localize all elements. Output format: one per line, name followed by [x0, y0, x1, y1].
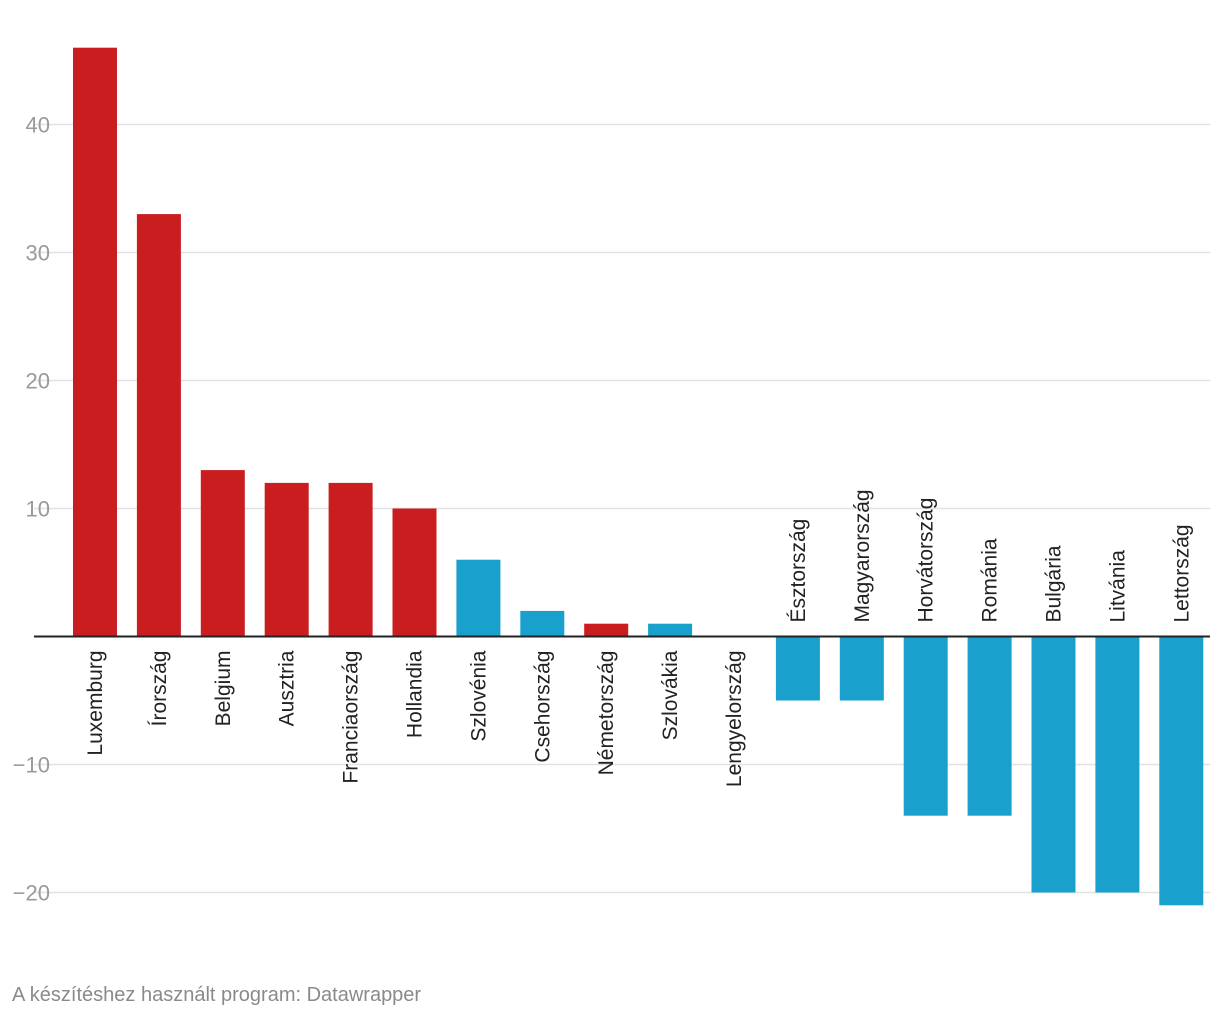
bar-szlovákia: [648, 623, 693, 637]
bar-bulgária: [1031, 636, 1076, 893]
y-tick-label: 40: [26, 113, 50, 138]
category-label: Szlovénia: [467, 650, 490, 741]
category-label: Franciaország: [340, 651, 363, 784]
bar-belgium: [200, 470, 245, 637]
footer-credit: A készítéshez használt program: Datawrap…: [12, 984, 422, 1006]
category-label: Bulgária: [1043, 545, 1066, 622]
bar-hollandia: [392, 508, 437, 637]
category-labels: Luxemburg Írország Belgium Ausztria Franciao…: [84, 489, 1193, 787]
bar-chart: Luxemburg Írország Belgium Ausztria Franciao…: [13, 47, 1210, 906]
bar-észtország: [775, 636, 820, 701]
category-label: Németország: [595, 651, 618, 776]
category-label: Horvátország: [915, 498, 938, 623]
bar-írország: [136, 214, 181, 637]
category-label: Belgium: [212, 651, 235, 727]
category-label: Lettország: [1170, 524, 1193, 622]
category-label: Észtország: [787, 519, 810, 623]
y-axis-ticks: −20 −10 10 20 30 40: [13, 113, 50, 906]
category-label: Románia: [979, 538, 1002, 622]
bars: [73, 47, 1204, 906]
bar-luxemburg: [73, 47, 117, 637]
bar-németország: [584, 623, 629, 637]
category-label: Luxemburg: [84, 651, 107, 756]
bar-románia: [967, 636, 1012, 816]
bar-franciaország: [328, 482, 373, 637]
bar-szlovénia: [456, 559, 501, 637]
y-tick-label: 30: [26, 241, 50, 266]
category-label: Lengyelország: [723, 651, 746, 788]
category-label: Litvánia: [1106, 550, 1129, 623]
bar-csehország: [520, 610, 565, 637]
y-tick-label: 10: [26, 497, 50, 522]
y-tick-label: −10: [13, 753, 50, 778]
category-label: Ausztria: [276, 650, 299, 726]
category-label: Szlovákia: [659, 650, 682, 740]
y-tick-label: −20: [13, 881, 50, 906]
bar-lettország: [1159, 636, 1204, 906]
bar-magyarország: [839, 636, 884, 701]
bar-ausztria: [264, 482, 309, 637]
y-tick-label: 20: [26, 369, 50, 394]
category-label: Hollandia: [404, 650, 427, 738]
bar-horvátország: [903, 636, 948, 816]
bar-litvánia: [1095, 636, 1140, 893]
category-label: Magyarország: [851, 489, 874, 622]
category-label: Írország: [148, 651, 171, 727]
category-label: Csehország: [531, 651, 554, 763]
